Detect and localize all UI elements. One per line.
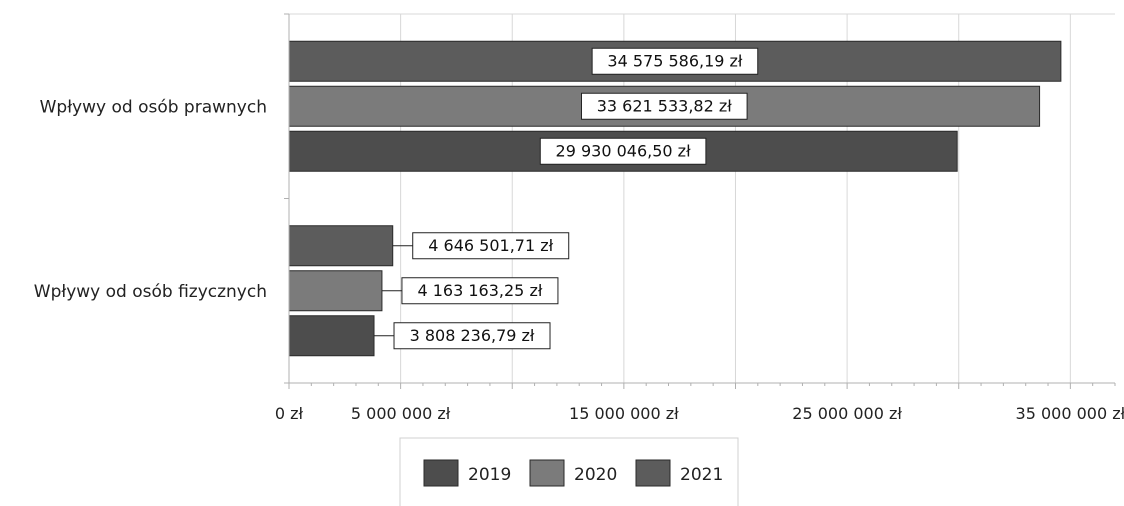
bar-2019-wplywy-od-osob-fizycznych (288, 315, 375, 357)
data-label-box (591, 47, 759, 75)
x-tick-label: 5 000 000 zł (351, 404, 451, 423)
legend: 2019 2020 2021 (399, 437, 739, 506)
data-label-box (393, 322, 551, 350)
x-tick-label: 0 zł (275, 404, 304, 423)
legend-label-2021: 2021 (680, 465, 723, 485)
data-label-2021-wplywy-od-osob-fizycznych: 4 646 501,71 zł (428, 236, 553, 255)
data-label-box (412, 232, 570, 260)
data-label-box (401, 277, 559, 305)
data-labels: 34 575 586,19 zł 33 621 533,82 zł 29 930 0… (374, 47, 759, 350)
axes: 0 zł 5 000 000 zł 15 000 000 zł 25 000 000 … (34, 13, 1124, 423)
legend-swatch-2021 (635, 459, 671, 487)
category-label-wplywy-od-osob-fizycznych: Wpływy od osób fizycznych (34, 282, 267, 302)
bar-2021-wplywy-od-osob-fizycznych (288, 225, 394, 267)
data-label-2020-wplywy-od-osob-fizycznych: 4 163 163,25 zł (417, 281, 542, 300)
category-label-wplywy-od-osob-prawnych: Wpływy od osób prawnych (40, 97, 267, 117)
x-tick-label: 35 000 000 zł (1016, 404, 1124, 423)
legend-label-2019: 2019 (468, 465, 511, 485)
data-label-box (539, 137, 707, 165)
bar-2020-wplywy-od-osob-fizycznych (288, 270, 383, 312)
data-label-2019-wplywy-od-osob-fizycznych: 3 808 236,79 zł (410, 326, 535, 345)
bars (288, 40, 1062, 357)
data-label-2019-wplywy-od-osob-prawnych: 29 930 046,50 zł (556, 141, 692, 160)
legend-swatch-2020 (529, 459, 565, 487)
data-label-box (580, 92, 748, 120)
x-tick-label: 15 000 000 zł (569, 404, 679, 423)
data-label-2020-wplywy-od-osob-prawnych: 33 621 533,82 zł (597, 96, 733, 115)
x-tick-label: 25 000 000 zł (792, 404, 902, 423)
legend-swatch-2019 (423, 459, 459, 487)
legend-label-2020: 2020 (574, 465, 617, 485)
data-label-2021-wplywy-od-osob-prawnych: 34 575 586,19 zł (607, 51, 743, 70)
legend-frame (399, 437, 739, 506)
